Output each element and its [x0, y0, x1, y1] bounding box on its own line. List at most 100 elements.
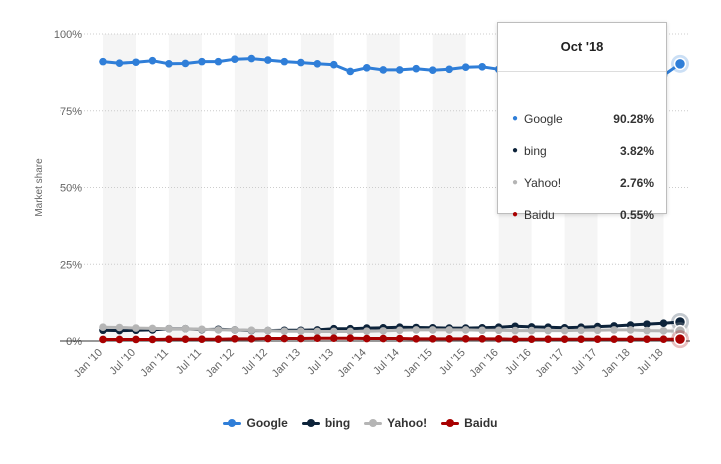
data-point-yahoo — [511, 326, 519, 335]
data-point-google — [214, 57, 223, 66]
data-point-google — [247, 54, 256, 63]
legend-swatch-icon — [223, 418, 242, 428]
data-point-yahoo — [280, 327, 289, 335]
data-point-baidu — [428, 335, 437, 343]
legend-label: bing — [324, 416, 351, 430]
data-point-google — [330, 60, 338, 69]
data-point-google — [181, 59, 190, 68]
tooltip-row-baidu: ● Baidu 0.55% — [498, 205, 666, 225]
data-point-yahoo — [428, 326, 437, 334]
x-tick-label: Jan '15 — [402, 347, 435, 380]
data-point-baidu — [280, 334, 289, 343]
data-point-baidu — [330, 334, 338, 343]
data-point-baidu — [659, 335, 668, 343]
data-point-google — [461, 63, 470, 71]
data-point-baidu — [165, 335, 173, 343]
data-point-yahoo — [379, 327, 388, 335]
data-point-baidu — [544, 335, 552, 343]
data-point-google — [132, 58, 140, 67]
data-point-yahoo — [132, 324, 140, 332]
data-point-baidu — [115, 335, 124, 344]
legend-label: Baidu — [464, 416, 498, 430]
x-tick-label: Jan '11 — [138, 347, 171, 380]
tooltip-row-google: ● Google 90.28% — [498, 109, 666, 129]
tooltip-row-bing: ● bing 3.82% — [498, 141, 666, 161]
data-point-google — [198, 57, 206, 66]
x-tick-label: Jan '13 — [270, 347, 303, 380]
tooltip-series-name: Baidu — [524, 208, 555, 222]
data-point-yahoo — [478, 326, 486, 335]
legend-item-yahoo[interactable]: Yahoo! — [364, 416, 427, 430]
data-point-yahoo — [610, 326, 618, 334]
plot-band — [366, 34, 400, 341]
data-point-yahoo — [247, 326, 256, 335]
data-point-google — [428, 66, 437, 75]
tooltip-series-value: 2.76% — [619, 176, 654, 190]
data-point-baidu — [214, 335, 223, 343]
data-point-google — [362, 63, 371, 72]
data-point-google — [313, 59, 322, 68]
legend-item-bing[interactable]: bing — [301, 416, 351, 430]
data-point-yahoo — [494, 326, 503, 335]
tooltip-series-name: Google — [524, 112, 563, 126]
tooltip-series-name: bing — [524, 144, 547, 158]
data-point-baidu — [577, 335, 585, 343]
data-point-yahoo — [544, 326, 552, 335]
data-point-yahoo — [231, 326, 239, 334]
x-tick-label: Jul '10 — [107, 347, 138, 378]
data-point-google — [412, 64, 421, 73]
data-point-yahoo — [560, 326, 569, 335]
x-tick-label: Jan '18 — [599, 347, 632, 380]
data-point-baidu — [527, 335, 536, 343]
data-point-yahoo — [181, 324, 190, 333]
tooltip-bullet-icon: ● — [512, 209, 519, 220]
x-tick-label: Jul '11 — [174, 347, 204, 377]
data-point-google — [115, 59, 124, 67]
tooltip-row-yahoo: ● Yahoo! 2.76% — [498, 173, 666, 193]
data-point-baidu — [297, 334, 305, 343]
x-tick-label: Jul '18 — [635, 347, 666, 378]
data-point-baidu — [379, 334, 388, 343]
x-tick-label: Jul '16 — [503, 347, 534, 378]
data-point-yahoo — [527, 326, 536, 335]
data-point-yahoo — [165, 324, 173, 333]
data-point-baidu — [395, 334, 404, 343]
data-point-yahoo — [577, 326, 585, 335]
legend-item-baidu[interactable]: Baidu — [441, 416, 498, 430]
data-point-google — [445, 65, 454, 74]
data-point-yahoo — [626, 326, 635, 334]
data-point-yahoo — [264, 326, 272, 335]
hover-tooltip: Oct '18 ● Google 90.28% ● bing 3.82% ● Y… — [497, 22, 667, 222]
x-tick-label: Jul '17 — [569, 347, 600, 378]
x-tick-label: Jan '16 — [467, 347, 500, 380]
x-tick-label: Jul '13 — [305, 347, 336, 378]
x-tick-label: Jan '14 — [336, 347, 369, 380]
x-tick-label: Jan '12 — [204, 347, 237, 380]
tooltip-series-value: 3.82% — [619, 144, 654, 158]
legend-label: Google — [246, 416, 288, 430]
data-point-baidu — [478, 335, 486, 343]
data-point-baidu — [148, 335, 157, 344]
data-point-google — [395, 66, 404, 74]
chart-legend: Google bing Yahoo! Baidu — [0, 413, 721, 433]
data-point-google — [148, 56, 157, 65]
data-point-yahoo — [412, 326, 421, 334]
legend-item-google[interactable]: Google — [223, 416, 288, 430]
tooltip-series-value: 0.55% — [619, 208, 654, 222]
data-point-yahoo — [99, 323, 107, 331]
legend-label: Yahoo! — [387, 416, 428, 430]
tooltip-series-name: Yahoo! — [524, 176, 562, 190]
data-point-baidu — [231, 335, 239, 343]
tooltip-bullet-icon: ● — [512, 145, 519, 156]
series-line-baidu — [101, 336, 682, 341]
data-point-baidu — [626, 335, 635, 343]
data-point-baidu — [511, 335, 519, 343]
data-point-yahoo — [643, 326, 651, 335]
data-point-baidu — [643, 335, 651, 343]
data-point-google — [165, 59, 173, 68]
data-point-google — [231, 55, 239, 63]
legend-swatch-icon — [441, 418, 460, 428]
legend-swatch-icon — [301, 418, 320, 428]
data-point-baidu — [362, 334, 371, 343]
data-point-baidu — [346, 334, 355, 343]
